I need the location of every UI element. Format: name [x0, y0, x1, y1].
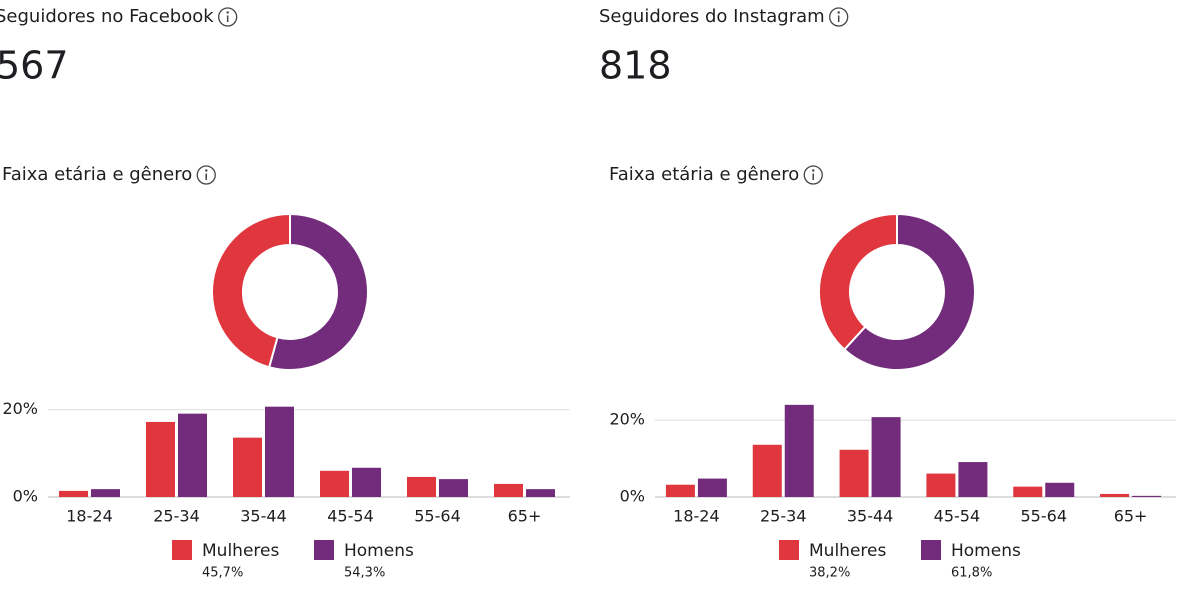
panel: Seguidores no Facebook 567 Faixa etária e … [0, 6, 570, 581]
bar [839, 449, 869, 497]
bar [665, 484, 695, 497]
x-tick-label: 35-44 [240, 507, 287, 526]
x-tick-label: 18-24 [673, 507, 720, 526]
bar [926, 473, 956, 497]
legend-label: Homens [951, 541, 1021, 561]
bar [407, 476, 436, 497]
panel-title: Seguidores no Facebook [0, 6, 214, 27]
bar [697, 478, 727, 497]
donut-segment [842, 212, 976, 371]
bar [784, 404, 814, 497]
bar [1013, 486, 1043, 497]
bar [958, 462, 988, 497]
bar [59, 490, 88, 497]
x-tick-label: 55-64 [414, 507, 461, 526]
bar [1100, 493, 1130, 497]
bar [1132, 495, 1162, 497]
info-icon[interactable] [829, 7, 849, 27]
info-circle [196, 165, 216, 185]
info-dot [812, 169, 815, 172]
section-title: Faixa etária e gênero [2, 164, 192, 185]
bar [146, 421, 175, 497]
x-tick-label: 65+ [1114, 507, 1148, 526]
info-icon[interactable] [218, 7, 238, 27]
bar [320, 470, 349, 497]
legend-percent: 61,8% [951, 566, 992, 581]
donut-segment [818, 212, 898, 351]
bar [265, 406, 294, 497]
legend-label: Mulheres [809, 541, 886, 561]
legend-swatch [314, 540, 334, 560]
bar [871, 417, 901, 497]
info-dot [226, 11, 229, 14]
x-tick-label: 35-44 [847, 507, 894, 526]
x-tick-label: 65+ [508, 507, 542, 526]
bar [752, 444, 782, 497]
y-tick-label: 0% [13, 487, 38, 506]
donut-segment [267, 212, 370, 371]
bar [233, 437, 262, 497]
x-tick-label: 25-34 [760, 507, 807, 526]
info-icon[interactable] [196, 165, 216, 185]
bar [178, 413, 207, 497]
legend-swatch [779, 540, 799, 560]
section-title: Faixa etária e gênero [609, 164, 799, 185]
follower-count: 818 [599, 44, 672, 88]
legend-swatch [172, 540, 192, 560]
info-dot [837, 11, 840, 14]
y-tick-label: 20% [2, 399, 38, 418]
x-tick-label: 18-24 [66, 507, 113, 526]
bar [526, 489, 555, 497]
panel: Seguidores do Instagram 818 Faixa etária e… [599, 6, 1176, 581]
legend-percent: 54,3% [344, 566, 385, 581]
bar [494, 483, 523, 497]
legend-label: Homens [344, 541, 414, 561]
donut-segment [211, 212, 291, 369]
legend-label: Mulheres [202, 541, 279, 561]
info-icon[interactable] [803, 165, 823, 185]
legend-swatch [921, 540, 941, 560]
x-tick-label: 25-34 [153, 507, 200, 526]
info-circle [803, 165, 823, 185]
info-circle [218, 7, 238, 27]
x-tick-label: 45-54 [934, 507, 981, 526]
bar [352, 467, 381, 497]
panel-title: Seguidores do Instagram [599, 6, 825, 27]
bar [91, 489, 120, 497]
y-tick-label: 0% [620, 487, 645, 506]
legend-percent: 45,7% [202, 566, 243, 581]
info-circle [829, 7, 849, 27]
bar [1045, 482, 1075, 497]
info-dot [205, 169, 208, 172]
bar [439, 479, 468, 497]
x-tick-label: 45-54 [327, 507, 374, 526]
y-tick-label: 20% [609, 410, 645, 429]
legend-percent: 38,2% [809, 566, 850, 581]
follower-count: 567 [0, 44, 69, 88]
x-tick-label: 55-64 [1021, 507, 1068, 526]
